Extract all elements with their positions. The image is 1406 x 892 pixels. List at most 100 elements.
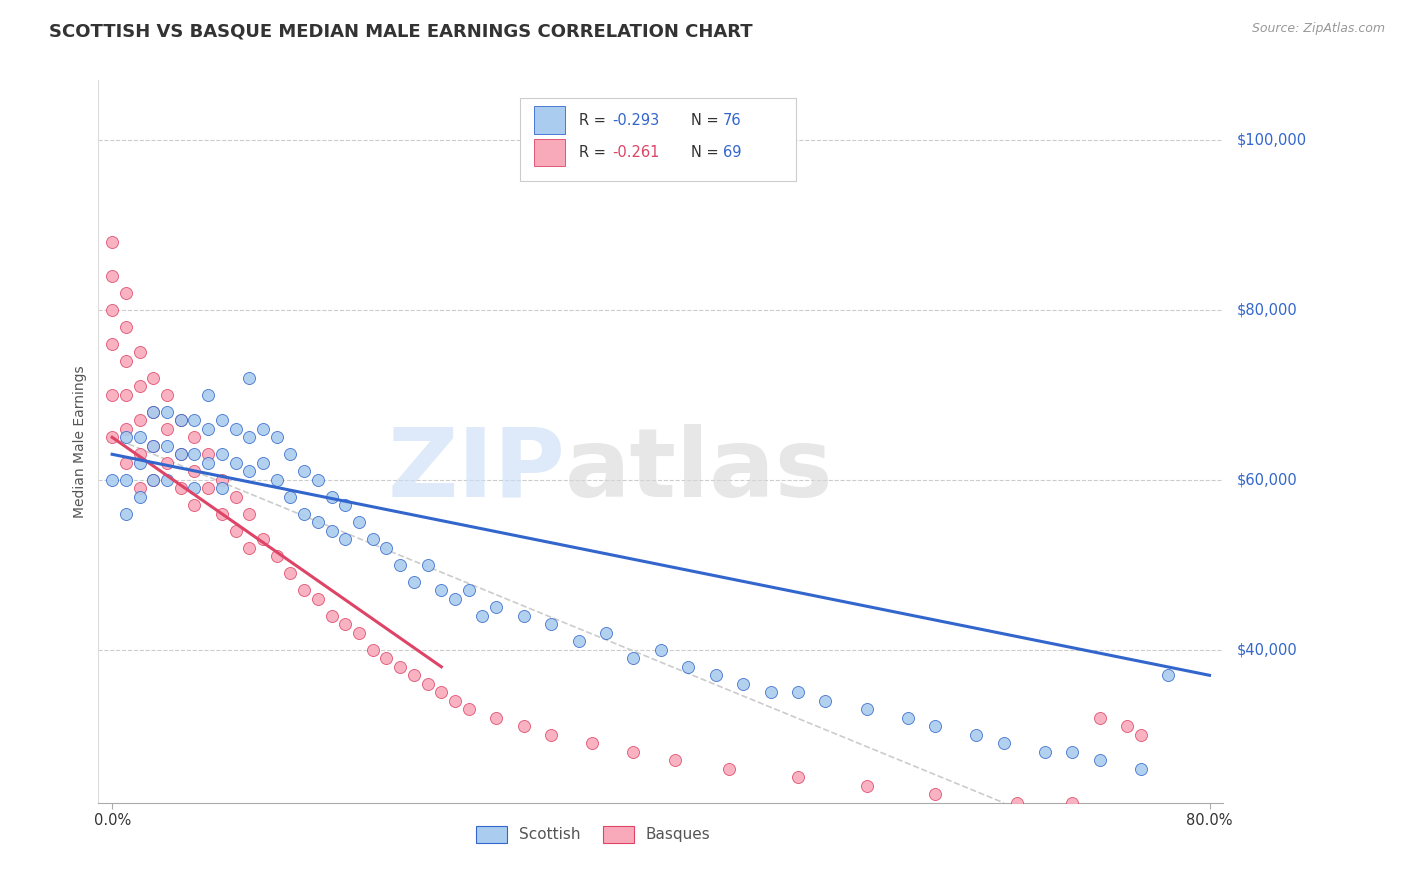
Point: [924, 787, 946, 801]
Point: [335, 498, 357, 512]
Point: [183, 464, 205, 478]
Point: [335, 533, 357, 547]
Point: [581, 736, 603, 750]
Point: [718, 762, 741, 776]
Point: [307, 516, 329, 530]
Point: [704, 668, 727, 682]
Point: [595, 625, 617, 640]
Point: [567, 634, 589, 648]
Point: [965, 728, 987, 742]
Point: [321, 524, 343, 538]
Point: [170, 447, 193, 461]
Point: [787, 770, 810, 784]
Point: [183, 413, 205, 427]
Point: [183, 430, 205, 444]
Text: -0.261: -0.261: [613, 145, 659, 160]
Point: [101, 473, 124, 487]
Point: [1129, 728, 1152, 742]
Text: 69: 69: [723, 145, 741, 160]
Point: [1116, 719, 1139, 733]
Point: [280, 566, 302, 581]
Point: [1129, 762, 1152, 776]
Point: [664, 753, 686, 767]
Point: [128, 379, 150, 393]
Point: [292, 583, 315, 598]
Text: Source: ZipAtlas.com: Source: ZipAtlas.com: [1251, 22, 1385, 36]
Text: R =: R =: [579, 112, 610, 128]
Point: [183, 447, 205, 461]
Point: [238, 507, 260, 521]
Point: [170, 413, 193, 427]
Point: [375, 541, 398, 555]
Point: [225, 422, 247, 436]
Text: 76: 76: [723, 112, 741, 128]
Point: [115, 507, 138, 521]
Point: [156, 456, 179, 470]
Point: [101, 430, 124, 444]
Point: [156, 473, 179, 487]
Point: [512, 608, 534, 623]
Point: [650, 642, 672, 657]
Point: [1157, 668, 1180, 682]
Point: [540, 617, 562, 632]
Point: [993, 736, 1015, 750]
Point: [101, 268, 124, 283]
Point: [170, 447, 193, 461]
Point: [1033, 745, 1056, 759]
Point: [389, 558, 412, 572]
Point: [128, 490, 150, 504]
Point: [142, 439, 165, 453]
Point: [266, 430, 288, 444]
Point: [678, 660, 700, 674]
Point: [238, 430, 260, 444]
Point: [252, 422, 274, 436]
Point: [225, 490, 247, 504]
Point: [540, 728, 562, 742]
Point: [142, 473, 165, 487]
Point: [211, 473, 233, 487]
Point: [457, 702, 479, 716]
Point: [142, 405, 165, 419]
Point: [238, 541, 260, 555]
Text: $80,000: $80,000: [1237, 302, 1298, 318]
Point: [115, 353, 138, 368]
Point: [389, 660, 412, 674]
Point: [211, 481, 233, 495]
Text: N =: N =: [692, 112, 724, 128]
Point: [197, 481, 219, 495]
Point: [142, 405, 165, 419]
Point: [814, 694, 837, 708]
Point: [128, 481, 150, 495]
Point: [170, 481, 193, 495]
FancyBboxPatch shape: [520, 98, 796, 181]
Text: ZIP: ZIP: [387, 424, 565, 517]
Point: [292, 464, 315, 478]
Text: R =: R =: [579, 145, 610, 160]
Y-axis label: Median Male Earnings: Median Male Earnings: [73, 365, 87, 518]
Text: atlas: atlas: [565, 424, 834, 517]
Point: [444, 591, 467, 606]
Point: [280, 490, 302, 504]
Point: [512, 719, 534, 733]
Point: [156, 388, 179, 402]
Point: [266, 473, 288, 487]
Text: N =: N =: [692, 145, 724, 160]
Point: [855, 779, 877, 793]
Point: [156, 422, 179, 436]
Point: [361, 533, 384, 547]
Point: [361, 642, 384, 657]
Point: [142, 371, 165, 385]
Point: [115, 422, 138, 436]
Point: [897, 711, 920, 725]
Point: [101, 235, 124, 249]
Point: [321, 490, 343, 504]
Point: [238, 371, 260, 385]
Point: [115, 319, 138, 334]
Point: [402, 668, 425, 682]
Point: [115, 473, 138, 487]
Point: [211, 413, 233, 427]
Point: [733, 677, 755, 691]
Point: [142, 473, 165, 487]
Point: [430, 685, 453, 699]
Point: [156, 439, 179, 453]
